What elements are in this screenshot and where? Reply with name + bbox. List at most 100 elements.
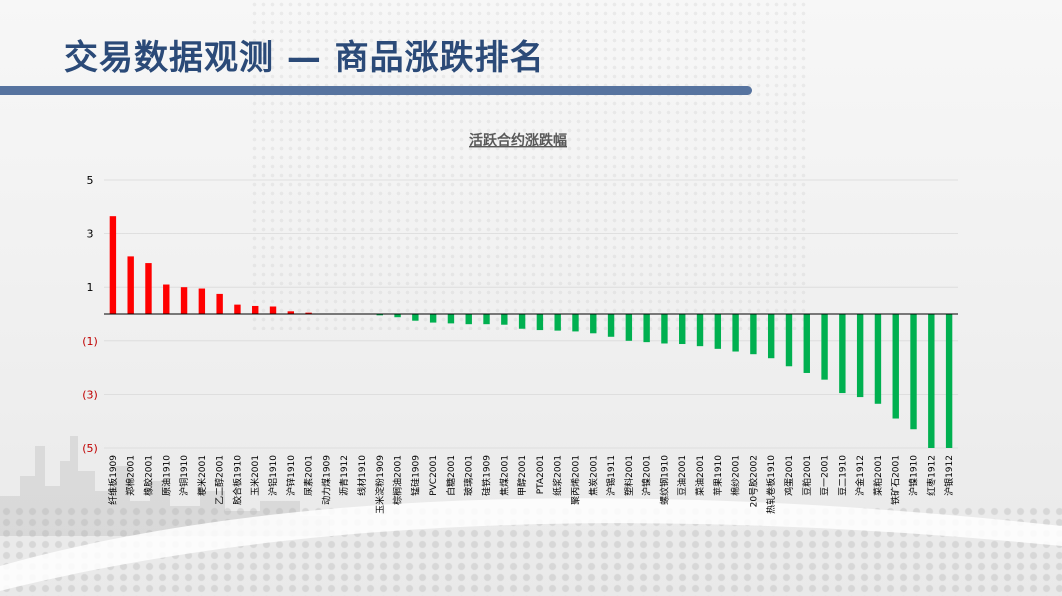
x-tick-label: 豆油2001 xyxy=(676,455,688,496)
x-tick-label: 锰硅1909 xyxy=(409,455,421,496)
bar xyxy=(180,287,188,314)
bar xyxy=(767,314,775,359)
x-tick-label: 焦煤2001 xyxy=(498,455,510,496)
y-tick-label: (3) xyxy=(82,388,98,401)
page-title: 交易数据观测 — 商品涨跌排名 xyxy=(64,38,545,78)
x-tick-label: 尿素2001 xyxy=(303,455,315,496)
x-tick-label: 乙二醇2001 xyxy=(214,455,226,505)
gridlines xyxy=(104,179,958,449)
bar xyxy=(661,314,668,344)
bar xyxy=(465,314,472,325)
x-tick-label: 焦炭2001 xyxy=(587,455,599,496)
bar xyxy=(145,263,152,314)
x-tick-label: 甲醇2001 xyxy=(516,455,528,496)
bar xyxy=(429,314,437,323)
x-tick-label: 硅铁1909 xyxy=(481,455,493,496)
bar xyxy=(447,314,455,324)
bar xyxy=(910,314,917,430)
y-tick-label: (1) xyxy=(82,335,98,348)
white-swoosh-background xyxy=(0,498,1062,591)
chart-title: 活跃合约涨跌幅 xyxy=(469,132,567,149)
bar xyxy=(305,312,312,314)
bar xyxy=(252,305,259,314)
bar xyxy=(643,314,650,343)
x-tick-label: 胶合板1910 xyxy=(231,455,243,505)
bar xyxy=(945,314,953,448)
x-tick-label: 菜粕2001 xyxy=(872,455,884,496)
bar xyxy=(590,314,597,334)
bar xyxy=(803,314,810,373)
x-tick-label: 沪锡1911 xyxy=(605,455,617,496)
city-skyline-background xyxy=(0,436,330,536)
bar xyxy=(607,314,615,337)
bar xyxy=(714,314,722,349)
x-tick-label: 红枣1912 xyxy=(925,455,937,496)
bar xyxy=(394,314,401,318)
x-tick-label: 沪镍2001 xyxy=(641,455,653,496)
x-tick-label: 热轧卷板1910 xyxy=(765,455,777,514)
bar xyxy=(109,216,117,314)
x-tick-label: 橡胶2001 xyxy=(142,455,154,496)
x-tick-label: 豆粕2001 xyxy=(801,455,813,496)
x-tick-label: 鸡蛋2001 xyxy=(783,455,795,496)
bar xyxy=(892,314,899,419)
bar xyxy=(785,314,793,367)
bar xyxy=(856,314,864,398)
x-tick-label: 粳米2001 xyxy=(196,455,208,496)
bar xyxy=(163,284,170,314)
x-tick-label: 玻璃2001 xyxy=(463,455,475,496)
title-underline-bar xyxy=(0,86,752,95)
bar xyxy=(376,314,383,316)
x-tick-label: 沪锌1910 xyxy=(285,455,297,496)
bar xyxy=(501,314,508,325)
bar xyxy=(483,314,490,325)
x-tick-label: 豆二1910 xyxy=(837,455,848,496)
x-tick-label: 纸浆2001 xyxy=(552,455,564,496)
x-tick-label: PTA2001 xyxy=(536,455,546,494)
x-tick-label: 纤维板1909 xyxy=(107,455,119,505)
x-tick-label: 铁矿石2001 xyxy=(890,455,902,505)
x-tick-label: 线材1910 xyxy=(356,455,368,496)
x-tick-label: 豆一2001 xyxy=(820,455,831,496)
x-tick-label: 沥青1912 xyxy=(338,455,350,496)
bars xyxy=(109,216,953,448)
y-tick-label: 1 xyxy=(87,281,94,294)
bar xyxy=(874,314,882,404)
x-axis-tick-labels: 纤维板1909 郑棉2001 橡胶2001 原油1910 沪铜1910 粳米2001 乙二醇… xyxy=(107,455,955,514)
x-tick-label: 玉米淀粉1909 xyxy=(374,455,386,514)
bar xyxy=(625,314,633,341)
world-map-dot-background xyxy=(250,0,810,330)
x-tick-label: 沪铝1910 xyxy=(267,455,279,496)
x-tick-label: 聚丙烯2001 xyxy=(569,455,581,505)
x-tick-label: 动力煤1909 xyxy=(320,455,332,505)
bar xyxy=(234,304,241,314)
bar xyxy=(536,314,544,331)
bar xyxy=(679,314,686,345)
bar xyxy=(839,314,846,394)
x-tick-label: 沪金1912 xyxy=(854,455,866,496)
x-tick-label: 玉米2001 xyxy=(249,455,261,496)
bar xyxy=(732,314,739,352)
bar xyxy=(412,314,419,321)
bar xyxy=(287,311,295,314)
y-tick-label: (5) xyxy=(82,442,98,455)
x-tick-label: 棉纱2001 xyxy=(730,455,742,496)
bar xyxy=(554,314,561,331)
x-tick-label: 苹果1910 xyxy=(712,455,724,496)
x-tick-label: 原油1910 xyxy=(160,455,172,496)
x-tick-label: 沪铜1910 xyxy=(178,455,190,496)
x-tick-label: 螺纹钢1910 xyxy=(658,455,670,505)
x-tick-label: 沪镍1910 xyxy=(908,455,920,496)
y-axis-tick-labels: 5 3 1 (1) (3) (5) xyxy=(82,174,98,455)
x-tick-label: 棕榈油2001 xyxy=(392,455,404,505)
bar xyxy=(821,314,828,380)
bar xyxy=(928,314,935,448)
bar xyxy=(572,314,579,332)
x-tick-label: PVC2001 xyxy=(429,455,439,496)
y-tick-label: 3 xyxy=(87,228,94,241)
x-tick-label: 菜油2001 xyxy=(694,455,706,496)
bar xyxy=(127,256,134,314)
bar xyxy=(198,288,206,314)
x-tick-label: 塑料2001 xyxy=(623,455,635,496)
